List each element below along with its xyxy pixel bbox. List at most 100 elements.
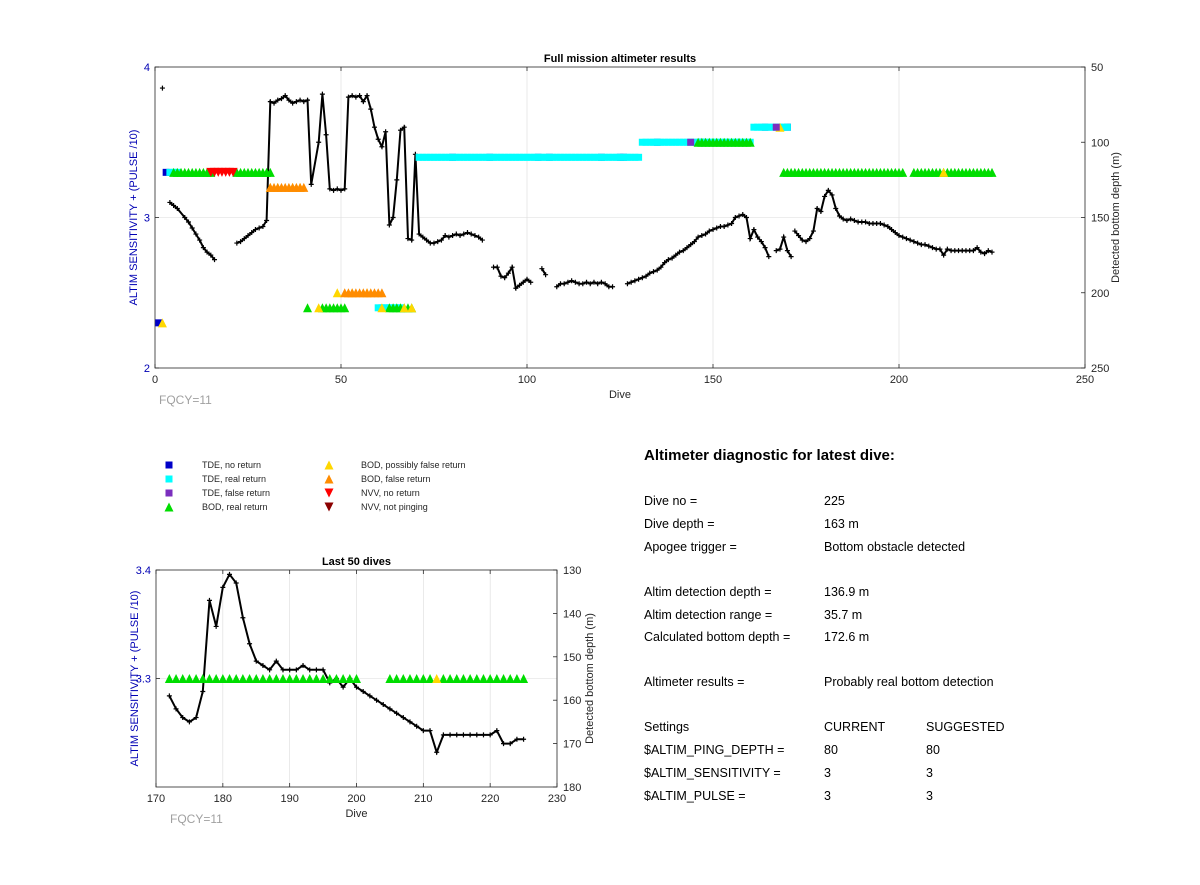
depth-point bbox=[829, 192, 835, 198]
depth-point bbox=[308, 181, 314, 187]
altimeter-marker bbox=[331, 674, 341, 683]
depth-point bbox=[220, 584, 226, 590]
depth-point bbox=[725, 222, 731, 228]
depth-point bbox=[390, 215, 396, 220]
depth-point bbox=[524, 276, 530, 282]
depth-point bbox=[978, 249, 984, 255]
depth-point bbox=[970, 248, 976, 254]
depth-point bbox=[293, 99, 299, 105]
depth-point bbox=[282, 93, 288, 99]
depth-point bbox=[814, 205, 820, 211]
depth-point bbox=[182, 215, 188, 220]
altimeter-marker bbox=[649, 138, 657, 146]
altimeter-marker bbox=[504, 153, 512, 161]
depth-point bbox=[487, 732, 493, 738]
altimeter-marker bbox=[225, 674, 235, 683]
diagnostic-label: Calculated bottom depth = bbox=[644, 630, 791, 644]
altimeter-marker bbox=[228, 167, 238, 177]
diagnostic-value: 172.6 m bbox=[824, 630, 870, 644]
altimeter-marker bbox=[898, 167, 908, 177]
y-left-tick-label: 4 bbox=[144, 62, 150, 74]
depth-point bbox=[480, 732, 486, 738]
altimeter-marker bbox=[683, 138, 691, 146]
depth-point bbox=[319, 91, 325, 97]
altimeter-marker bbox=[291, 674, 301, 683]
legend-marker bbox=[324, 474, 334, 484]
depth-point bbox=[514, 736, 520, 742]
depth-point bbox=[273, 658, 279, 664]
altimeter-marker bbox=[305, 674, 315, 683]
depth-point bbox=[173, 706, 179, 712]
depth-point bbox=[784, 248, 790, 254]
depth-point bbox=[658, 264, 664, 270]
legend-marker bbox=[324, 460, 334, 470]
altimeter-marker bbox=[432, 674, 442, 683]
depth-point bbox=[561, 281, 567, 287]
depth-line bbox=[169, 201, 216, 261]
altimeter-marker bbox=[471, 153, 479, 161]
depth-point bbox=[240, 615, 246, 621]
legend-marker bbox=[165, 461, 173, 469]
depth-point bbox=[227, 571, 233, 577]
altimeter-marker bbox=[664, 138, 672, 146]
y-right-axis-label: Detected bottom depth (m) bbox=[584, 613, 596, 744]
altimeter-marker bbox=[676, 138, 684, 146]
depth-point bbox=[275, 97, 281, 103]
diagnostic-label: Dive no = bbox=[644, 494, 698, 508]
altimeter-marker bbox=[178, 674, 188, 683]
depth-point bbox=[206, 597, 212, 603]
depth-point bbox=[233, 580, 239, 586]
series-detected-bottom-depth bbox=[159, 85, 995, 291]
depth-point bbox=[345, 94, 351, 100]
depth-point bbox=[367, 693, 373, 699]
altimeter-marker bbox=[258, 674, 268, 683]
depth-point bbox=[595, 281, 601, 287]
depth-point bbox=[580, 281, 586, 287]
depth-point bbox=[773, 248, 779, 254]
depth-point bbox=[885, 224, 891, 230]
altimeter-marker bbox=[508, 153, 516, 161]
altimeter-marker bbox=[382, 304, 390, 312]
depth-point bbox=[602, 281, 608, 287]
depth-point bbox=[171, 202, 177, 208]
depth-point bbox=[267, 99, 273, 105]
altimeter-marker bbox=[164, 674, 174, 683]
altimeter-marker bbox=[616, 153, 624, 161]
depth-point bbox=[442, 233, 448, 239]
depth-point bbox=[989, 249, 995, 255]
depth-point bbox=[357, 93, 363, 99]
depth-point bbox=[907, 237, 913, 243]
depth-point bbox=[234, 240, 240, 246]
x-tick-label: 0 bbox=[152, 374, 158, 386]
depth-point bbox=[212, 257, 218, 263]
altimeter-marker bbox=[352, 674, 361, 683]
y-right-axis-label: Detected bottom depth (m) bbox=[1110, 152, 1122, 283]
altimeter-marker bbox=[460, 153, 468, 161]
altimeter-marker bbox=[646, 138, 654, 146]
depth-point bbox=[267, 667, 273, 673]
depth-point bbox=[691, 239, 697, 245]
x-tick-label: 200 bbox=[890, 374, 908, 386]
legend-marker bbox=[324, 488, 334, 498]
depth-point bbox=[974, 245, 980, 251]
altimeter-marker bbox=[545, 153, 553, 161]
altimeter-marker bbox=[218, 674, 228, 683]
altimeter-marker bbox=[441, 153, 449, 161]
altimeter-marker bbox=[265, 674, 275, 683]
depth-line bbox=[556, 279, 613, 288]
depth-line bbox=[775, 233, 792, 258]
y-left-tick-label: 3.4 bbox=[136, 565, 151, 577]
legend-item: BOD, real return bbox=[164, 502, 268, 512]
depth-point bbox=[256, 225, 262, 231]
depth-point bbox=[368, 106, 374, 112]
depth-point bbox=[414, 723, 420, 729]
legend-item: TDE, false return bbox=[165, 488, 270, 498]
series-nvv-no-return bbox=[206, 167, 238, 177]
depth-line bbox=[493, 264, 532, 291]
y-left-axis-label: ALTIM SENSITIVITY + (PULSE /10) bbox=[128, 130, 140, 306]
depth-point bbox=[673, 252, 679, 258]
setting-suggested: 3 bbox=[926, 766, 933, 780]
altimeter-marker bbox=[549, 153, 557, 161]
depth-point bbox=[922, 242, 928, 248]
depth-point bbox=[301, 99, 307, 105]
